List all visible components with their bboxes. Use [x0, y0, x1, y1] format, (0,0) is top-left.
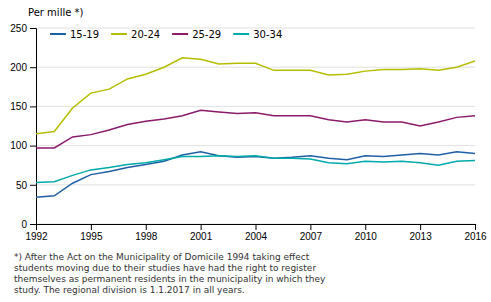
legend-item: 15-19: [50, 29, 99, 40]
x-tick: 1995: [80, 224, 103, 242]
x-tick-label: 2004: [245, 231, 268, 242]
legend-swatch: [233, 33, 249, 35]
x-tick-mark: [91, 224, 92, 230]
legend-item: 20-24: [111, 29, 160, 40]
x-tick: 2001: [190, 224, 213, 242]
x-tick: 2004: [245, 224, 268, 242]
y-tick-label: 50: [16, 180, 28, 191]
x-axis-line: [37, 225, 476, 231]
y-tick-mark: [30, 67, 36, 68]
chart: 1992 1995 1998 2001 2004 2007 2010 2013 2016 0 50 1…: [0, 0, 491, 302]
grid-line: [36, 184, 475, 185]
series-line: [36, 110, 475, 148]
legend-label: 25-29: [192, 29, 221, 40]
legend-swatch: [111, 33, 127, 35]
x-tick-mark: [365, 224, 366, 230]
x-tick-label: 2013: [410, 231, 433, 242]
y-tick-mark: [30, 28, 36, 29]
legend-item: 30-34: [233, 29, 282, 40]
y-tick-label: 250: [10, 23, 27, 34]
legend-swatch: [172, 33, 188, 35]
plot: 1992 1995 1998 2001 2004 2007 2010 2013 2016 0 50 1…: [10, 23, 487, 242]
y-tick: 200: [10, 62, 36, 73]
legend-label: 15-19: [70, 29, 99, 40]
y-axis: 0 50 100 150 200 250: [10, 23, 36, 230]
x-axis: 1992 1995 1998 2001 2004 2007 2010 2013 2016: [25, 224, 487, 242]
legend-label: 20-24: [131, 29, 160, 40]
y-tick-mark: [30, 185, 36, 186]
footnote-line: *) After the Act on the Municipality of …: [14, 252, 310, 262]
x-tick-label: 2007: [300, 231, 323, 242]
legend-item: 25-29: [172, 29, 221, 40]
y-tick: 250: [10, 23, 36, 34]
x-tick-mark: [146, 224, 147, 230]
legend-swatch: [50, 33, 66, 35]
x-tick-label: 2016: [464, 231, 487, 242]
x-tick-label: 2010: [355, 231, 378, 242]
x-tick: 1998: [135, 224, 158, 242]
x-tick: 2016: [464, 224, 487, 242]
x-tick-mark: [201, 224, 202, 230]
y-tick: 150: [10, 101, 36, 112]
y-tick-mark: [30, 224, 36, 225]
x-tick-label: 1995: [80, 231, 103, 242]
x-tick-label: 1992: [25, 231, 48, 242]
y-axis-title: Per mille *): [28, 7, 84, 18]
footnote-line: themselves as permanent residents in the…: [14, 274, 326, 284]
footnote: *) After the Act on the Municipality of …: [14, 252, 326, 295]
series-line: [36, 156, 475, 183]
y-tick-label: 0: [21, 219, 27, 230]
x-tick: 2010: [355, 224, 378, 242]
grid: [36, 28, 475, 224]
x-tick-mark: [256, 224, 257, 230]
lines: [36, 58, 475, 198]
x-tick-mark: [310, 224, 311, 230]
x-tick-mark: [475, 224, 476, 230]
y-tick: 100: [10, 140, 36, 151]
y-tick: 0: [21, 219, 36, 230]
x-tick: 1992: [25, 224, 48, 242]
grid-line: [36, 67, 475, 68]
legend: 15-19 20-24 25-29 30-34: [50, 29, 282, 40]
series-line: [36, 58, 475, 134]
y-tick-label: 100: [10, 140, 27, 151]
footnote-line: study. The regional division is 1.1.2017…: [14, 285, 245, 295]
grid-line: [36, 145, 475, 146]
y-tick-label: 150: [10, 101, 27, 112]
y-tick: 50: [16, 180, 36, 191]
x-tick-label: 1998: [135, 231, 158, 242]
x-tick: 2007: [300, 224, 323, 242]
legend-label: 30-34: [253, 29, 282, 40]
grid-line: [36, 106, 475, 107]
y-axis-line: [30, 29, 37, 225]
y-tick-mark: [30, 146, 36, 147]
series-line: [36, 152, 475, 197]
y-tick-label: 200: [10, 62, 27, 73]
x-tick: 2013: [410, 224, 433, 242]
x-tick-mark: [420, 224, 421, 230]
footnote-line: students moving due to their studies hav…: [14, 263, 316, 273]
y-tick-mark: [30, 106, 36, 107]
x-tick-label: 2001: [190, 231, 213, 242]
